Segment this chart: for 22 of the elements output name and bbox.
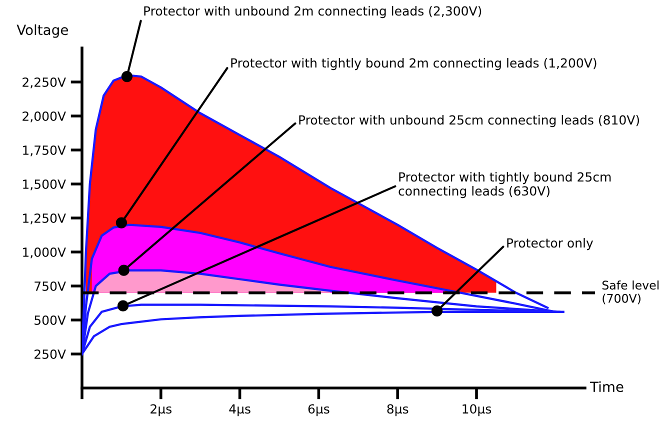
y-tick-label: 1,750V [23,145,66,156]
x-tick-label: 10μs [462,404,492,416]
x-tick-label: 6μs [308,404,330,416]
y-axis-title: Voltage [16,24,68,38]
x-tick-label: 4μs [229,404,250,416]
ref-line-label: Safe level (700V) [602,280,659,304]
y-tick-label: 1,500V [23,179,66,190]
x-tick-label: 2μs [150,404,172,416]
x-tick-label: 8μs [387,404,408,416]
y-tick-label: 2,000V [22,111,66,122]
x-axis-title: Time [590,381,624,392]
y-tick-label: 500V [34,315,66,325]
y-tick-label: 2,250V [22,77,66,88]
annotation: Protector with tightly bound 25cm connecting leads (630V) [398,172,611,198]
y-tick-label: 250V [34,349,66,359]
y-tick-label: 750V [34,281,66,291]
y-tick-label: 1,250V [23,213,66,224]
y-tick-label: 1,000V [23,247,66,258]
annotation: Protector with unbound 2m connecting leads (2,300V) [144,6,482,18]
annotation: Protector with tightly bound 2m connecting leads (1,200V) [231,58,596,70]
annotation: Protector only [507,238,594,250]
annotation: Protector with unbound 25cm connecting leads (810V) [299,115,640,128]
